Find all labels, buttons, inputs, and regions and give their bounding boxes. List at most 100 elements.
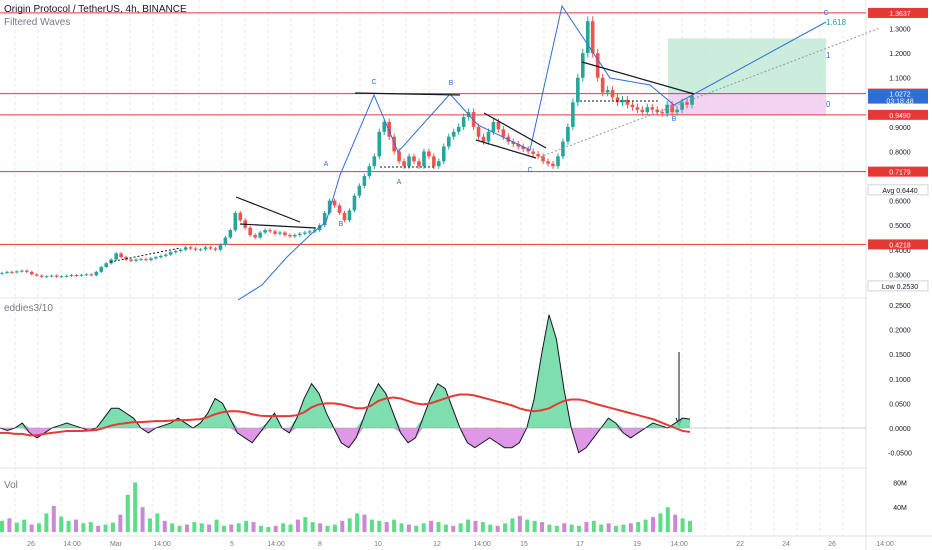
candle-body xyxy=(585,21,590,54)
indicator-title[interactable]: Filtered Waves xyxy=(4,17,71,28)
candle-body xyxy=(129,259,133,261)
volume-bar xyxy=(251,522,256,532)
candle-body xyxy=(432,156,436,167)
volume-bar xyxy=(517,515,522,532)
candle-body xyxy=(10,271,14,273)
time-axis[interactable]: 26 14:00 Mar 14:00 5 14:00 8 10 12 14:00 15 17 19 14:… xyxy=(27,541,894,548)
volume-bar xyxy=(621,524,626,532)
time-tick: 24 xyxy=(782,541,790,548)
long-position-zones[interactable] xyxy=(668,38,826,115)
candle-body xyxy=(0,272,4,274)
volume-bar xyxy=(577,525,582,532)
candle-body xyxy=(159,255,163,258)
wave-label: A xyxy=(324,161,329,168)
candle-body xyxy=(218,244,223,250)
time-tick: 10 xyxy=(374,541,382,548)
volume-bar xyxy=(162,520,167,532)
candle-body xyxy=(620,99,625,103)
candle-body xyxy=(595,53,600,78)
price-tag-label: 0.4218 xyxy=(889,242,911,249)
volume-bar xyxy=(51,505,56,532)
candle-body xyxy=(451,131,456,137)
candle-body xyxy=(238,212,243,221)
candle-body xyxy=(615,97,620,103)
candle-body xyxy=(461,117,466,127)
trendline xyxy=(475,139,537,159)
candle-body xyxy=(20,270,24,272)
candle-body xyxy=(342,212,347,221)
volume-bar xyxy=(170,523,175,532)
volume-bar xyxy=(466,519,471,532)
candle-body xyxy=(635,107,640,110)
time-tick: 15 xyxy=(520,541,528,548)
wave-label: C xyxy=(823,10,828,17)
volume-bar xyxy=(199,523,204,532)
candle-body xyxy=(29,271,34,275)
candle-body xyxy=(198,249,203,251)
volume-bar xyxy=(22,519,27,532)
time-tick: 14:00 xyxy=(63,541,81,548)
candle-body xyxy=(372,156,377,167)
price-tick: 0.3000 xyxy=(889,272,911,279)
price-tick: 0.8000 xyxy=(889,149,911,156)
candle-body xyxy=(521,146,526,149)
volume-bar xyxy=(503,523,508,532)
volume-bar xyxy=(281,523,286,532)
price-tick: 0.4000 xyxy=(889,248,911,255)
stat-tag xyxy=(867,184,929,196)
candle-body xyxy=(307,231,312,233)
volume-bar xyxy=(384,522,389,532)
volume-bar xyxy=(473,520,478,532)
time-tick: Mar xyxy=(110,541,123,548)
candle-body xyxy=(283,232,287,236)
candle-body xyxy=(293,235,297,237)
volume-bar xyxy=(258,525,263,532)
price-tag-label: 0.9490 xyxy=(889,113,911,120)
osc-positive-fill xyxy=(0,314,690,428)
candle-body xyxy=(104,263,109,267)
volume-bar xyxy=(362,514,367,532)
volume-bar xyxy=(36,523,41,532)
volume-bar xyxy=(236,523,241,532)
osc-tick: 0.0500 xyxy=(889,401,911,408)
candle-body xyxy=(541,156,545,162)
candle-body xyxy=(650,107,655,110)
wave-label: B xyxy=(449,80,454,87)
volume-bar xyxy=(591,520,596,532)
volume-bar xyxy=(0,520,4,532)
volume-bar xyxy=(562,523,567,532)
candle-body xyxy=(407,156,411,167)
take-profit-zone xyxy=(668,38,826,94)
volume-bar xyxy=(347,518,352,532)
time-tick: 19 xyxy=(633,541,641,548)
volume-bar xyxy=(680,518,685,532)
price-tag xyxy=(868,239,928,250)
candle-body xyxy=(119,253,123,258)
trendline xyxy=(483,112,547,149)
candle-body xyxy=(441,146,446,162)
price-axis[interactable]: 1.3000 1.2000 1.1000 0.9000 0.8000 0.6000 0.50… xyxy=(867,7,929,512)
last-price-label: 1.0272 xyxy=(889,92,911,99)
time-tick: 14:00 xyxy=(670,541,688,548)
candle-body xyxy=(74,275,79,277)
volume-bar xyxy=(584,522,589,532)
candle-body xyxy=(412,156,416,162)
volume-bar xyxy=(569,524,574,532)
oscillator-title[interactable]: eddies3/10 xyxy=(4,303,53,314)
horizontal-levels[interactable] xyxy=(0,12,866,245)
vol-tick: 40M xyxy=(893,505,907,512)
volume-bar xyxy=(207,524,212,532)
volume-bar xyxy=(96,525,101,532)
candle-body xyxy=(456,126,461,132)
volume-title[interactable]: Vol xyxy=(4,480,18,491)
volume-bar xyxy=(273,525,278,532)
volume-bar xyxy=(665,507,670,532)
symbol-title[interactable]: Origin Protocol / TetherUS, 4h, BINANCE xyxy=(4,4,187,15)
volume-bar xyxy=(295,519,300,532)
candle-body xyxy=(213,248,218,250)
candle-body xyxy=(168,252,173,255)
trendline xyxy=(354,92,461,96)
price-tick: 1.3000 xyxy=(889,27,911,34)
